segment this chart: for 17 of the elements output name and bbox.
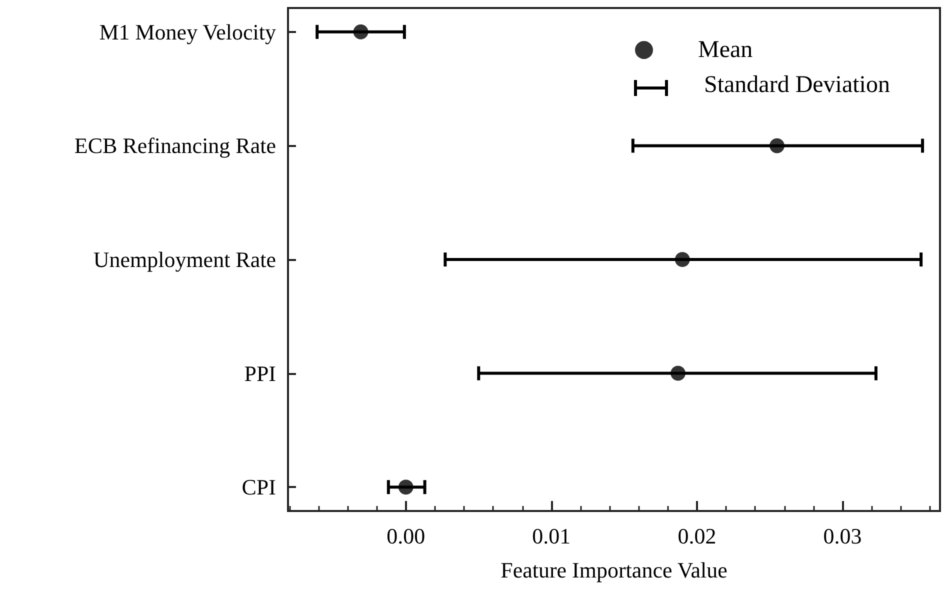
x-tick-label: 0.01 xyxy=(532,524,571,548)
point xyxy=(398,480,414,495)
point xyxy=(770,138,784,154)
annotation: Standard Deviation xyxy=(704,72,890,99)
y-tick-label: M1 Money Velocity xyxy=(99,19,276,44)
y-tick-label: CPI xyxy=(242,474,276,500)
point xyxy=(353,24,368,40)
y-tick-label: PPI xyxy=(244,360,276,386)
point xyxy=(674,252,690,267)
x-tick-label: 0.03 xyxy=(823,524,862,548)
x-axis-title: Feature Importance Value xyxy=(500,558,728,582)
y-tick-label: Unemployment Rate xyxy=(93,247,276,272)
x-tick-label: 0.00 xyxy=(386,524,426,548)
point xyxy=(670,366,686,381)
x-tick-label: 0.02 xyxy=(678,524,716,548)
y-tick-label: ECB Refinancing Rate xyxy=(74,133,276,158)
legend-label: Mean xyxy=(698,37,753,63)
